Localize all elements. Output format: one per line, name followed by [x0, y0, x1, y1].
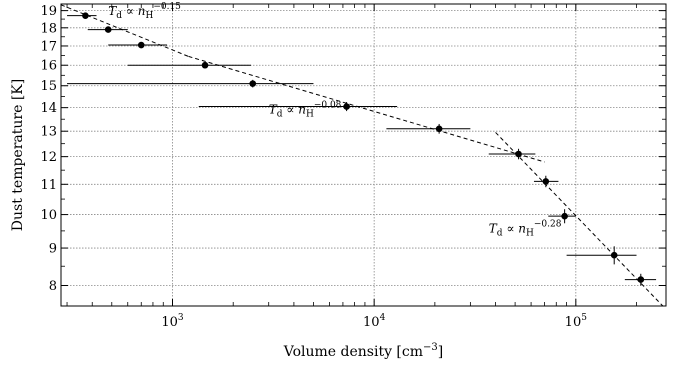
x-tick-label: 105 — [565, 313, 588, 330]
y-tick-label: 8 — [49, 279, 57, 294]
annotation-sub-d: d — [497, 229, 503, 239]
annotation-label: Td ∝ nH−0.15 — [108, 2, 181, 21]
x-axis-title: Volume density [cm−3] — [283, 342, 443, 360]
x-tick-label: 103 — [161, 313, 184, 330]
annotation-n: n — [138, 4, 146, 18]
x-tick-base: 10 — [565, 315, 582, 330]
y-tick-label: 17 — [40, 39, 57, 54]
fit-line — [188, 55, 545, 163]
y-tick-label: 13 — [40, 125, 57, 140]
data-points — [82, 12, 645, 283]
data-point — [343, 103, 350, 110]
y-tick-label: 11 — [40, 178, 57, 193]
data-point — [610, 251, 618, 259]
annotation-n: n — [518, 222, 526, 236]
annotation-sub-H: H — [145, 11, 153, 21]
annotation-exp: −0.08 — [314, 100, 342, 110]
data-point — [82, 12, 89, 19]
data-point — [435, 125, 443, 133]
fit-lines — [60, 4, 664, 307]
annotation-exp: −0.15 — [153, 2, 181, 12]
y-tick-label: 14 — [40, 101, 57, 116]
annotation-sub-H: H — [306, 109, 314, 119]
annotation-prop: ∝ — [503, 222, 519, 236]
annotation-label: Td ∝ nH−0.08 — [269, 100, 342, 119]
x-tick-exp: 4 — [380, 313, 386, 323]
annotation-T: T — [269, 102, 278, 116]
data-point — [561, 212, 568, 220]
y-tick-label: 19 — [40, 4, 57, 19]
x-tick-base: 10 — [161, 315, 178, 330]
y-tick-label: 10 — [40, 208, 57, 223]
error-bars — [67, 13, 657, 286]
annotation-label: Td ∝ nH−0.28 — [489, 220, 562, 239]
annotation-exp: −0.28 — [534, 220, 562, 230]
x-tick-label: 104 — [363, 313, 386, 330]
x-axis-title-main: Volume density [cm — [283, 344, 423, 360]
y-tick-label: 15 — [40, 79, 57, 94]
y-tick-label: 9 — [49, 242, 57, 257]
data-point — [104, 26, 112, 33]
annotation-T: T — [489, 222, 498, 236]
y-tick-label: 16 — [40, 59, 57, 74]
data-point — [515, 150, 522, 158]
plot-frame — [60, 3, 667, 307]
data-point — [137, 41, 145, 49]
y-axis-title: Dust temperature [K] — [10, 79, 26, 231]
annotation-sub-H: H — [526, 229, 534, 239]
annotation-prop: ∝ — [122, 4, 138, 18]
data-point — [637, 276, 645, 283]
fit-line — [60, 4, 189, 57]
data-point — [201, 61, 209, 69]
x-axis-title-exp: −3 — [423, 342, 438, 353]
grid — [61, 4, 666, 306]
data-point — [249, 80, 257, 87]
annotation-n: n — [298, 102, 306, 116]
x-axis-title-end: ] — [438, 344, 443, 360]
annotation-sub-d: d — [116, 11, 122, 21]
fit-line — [495, 132, 664, 307]
annotation-sub-d: d — [277, 109, 283, 119]
data-point — [542, 178, 550, 185]
x-tick-exp: 3 — [178, 313, 184, 323]
x-tick-exp: 5 — [581, 313, 587, 323]
annotation-prop: ∝ — [282, 102, 298, 116]
annotation-T: T — [108, 4, 117, 18]
y-tick-label: 12 — [40, 150, 57, 165]
x-tick-base: 10 — [363, 315, 380, 330]
y-tick-label: 18 — [40, 21, 57, 36]
